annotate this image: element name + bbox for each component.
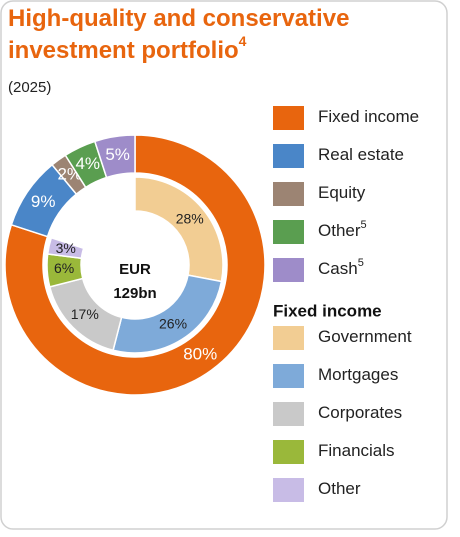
title-note: 4 <box>239 33 247 49</box>
legend-label: Mortgages <box>318 365 398 384</box>
legend-swatch <box>273 402 304 426</box>
legend-note: 5 <box>361 219 367 231</box>
legend-swatch <box>273 144 304 168</box>
legend-text: Other <box>318 221 361 240</box>
legend-text: Other <box>318 479 361 498</box>
donut-segment <box>4 134 266 396</box>
legend-label: Other <box>318 479 361 498</box>
title-line: investment portfolio <box>8 37 239 64</box>
legend-label: Cash5 <box>318 257 364 279</box>
legend-label: Financials <box>318 441 395 460</box>
legend-swatch <box>273 106 304 130</box>
legend-label: Corporates <box>318 403 402 422</box>
legend-text: Financials <box>318 441 395 460</box>
legend-text: Real estate <box>318 145 404 164</box>
legend-title: Fixed income <box>273 301 382 320</box>
legend-label: Real estate <box>318 145 404 164</box>
center-label: EUR <box>119 261 151 278</box>
subtitle: (2025) <box>8 79 51 96</box>
data-label: 5% <box>105 145 130 164</box>
frame <box>0 0 448 530</box>
legend-swatch <box>273 478 304 502</box>
legend-label: Equity <box>318 183 366 202</box>
legend-swatch <box>273 258 304 282</box>
legend-swatch <box>273 440 304 464</box>
legend-label: Government <box>318 327 412 346</box>
data-label: 3% <box>56 240 76 256</box>
legend-text: Corporates <box>318 403 402 422</box>
data-label: 6% <box>54 260 74 276</box>
legend-note: 5 <box>358 257 364 269</box>
data-label: 80% <box>183 344 217 363</box>
legend-label: Other5 <box>318 219 367 241</box>
legend-swatch <box>273 326 304 350</box>
data-label: 28% <box>176 210 204 226</box>
donut-segment <box>46 236 85 260</box>
legend-text: Equity <box>318 183 366 202</box>
legend-swatch <box>273 182 304 206</box>
data-label: 4% <box>75 154 100 173</box>
data-label: 17% <box>71 306 99 322</box>
legend-text: Mortgages <box>318 365 398 384</box>
legend-swatch <box>273 220 304 244</box>
legend-label: Fixed income <box>318 107 419 126</box>
legend-swatch <box>273 364 304 388</box>
legend-text: Cash <box>318 259 358 278</box>
chart-title: High-quality and conservative investment … <box>8 5 349 64</box>
legend-text: Fixed income <box>318 107 419 126</box>
legend-text: Government <box>318 327 412 346</box>
title-line: High-quality and conservative <box>8 5 349 32</box>
data-label: 26% <box>159 316 187 332</box>
donut-segment <box>93 134 136 179</box>
data-label: 9% <box>31 192 56 211</box>
center-label: 129bn <box>113 285 156 302</box>
